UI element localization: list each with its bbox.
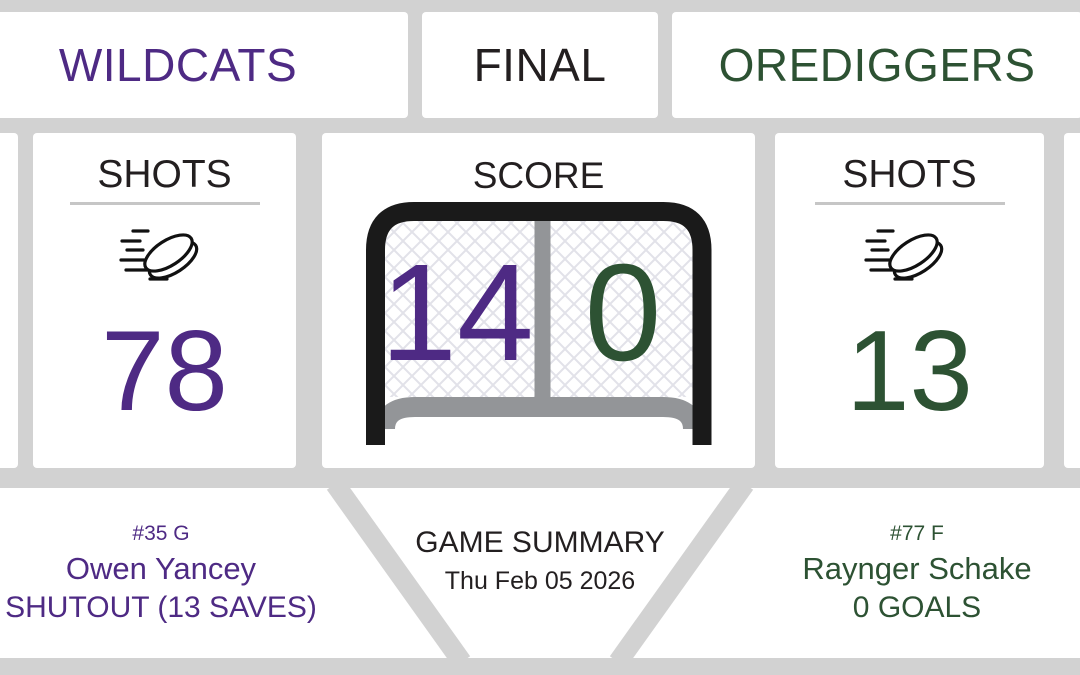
away-shots-label: SHOTS (842, 153, 977, 196)
away-shots-card: SHOTS 13 (775, 133, 1044, 468)
goal-bottom-bar (375, 397, 703, 430)
home-team-name: WILDCATS (58, 39, 298, 91)
divider-line (69, 202, 260, 205)
away-player-stat: 0 GOALS (852, 590, 982, 624)
home-player-name: Owen Yancey (65, 551, 257, 587)
goal-frame (366, 202, 712, 445)
home-player-block: #35 G Owen Yancey SHUTOUT (13 SAVES) (0, 488, 322, 658)
hockey-goal-icon: 14 0 (366, 202, 712, 445)
away-shots-value: 13 (846, 308, 973, 435)
cropped-card-right (1064, 133, 1080, 468)
away-score-value: 0 (585, 236, 662, 390)
game-status-label: FINAL (473, 39, 607, 91)
cropped-card-left (0, 133, 18, 468)
home-player-number-position: #35 G (132, 522, 190, 545)
footer-band: #35 G Owen Yancey SHUTOUT (13 SAVES) GAM… (0, 488, 1080, 658)
home-shots-value: 78 (101, 308, 228, 435)
divider-line (814, 202, 1005, 205)
away-team-banner: OREDIGGERS (672, 12, 1080, 118)
home-score-value: 14 (380, 236, 534, 390)
home-shots-card: SHOTS 78 (33, 133, 296, 468)
away-player-number-position: #77 F (890, 522, 944, 545)
home-team-banner: WILDCATS (0, 12, 408, 118)
score-label: SCORE (472, 155, 605, 196)
game-status-banner: FINAL (422, 12, 658, 118)
game-summary-block: GAME SUMMARY Thu Feb 05 2026 (378, 488, 702, 658)
hockey-puck-icon (863, 229, 943, 281)
away-player-name: Raynger Schake (802, 551, 1032, 587)
away-player-block: #77 F Raynger Schake 0 GOALS (755, 488, 1079, 658)
score-card: SCORE 14 0 (322, 133, 755, 468)
away-team-name: OREDIGGERS (718, 39, 1036, 91)
home-shots-label: SHOTS (97, 153, 232, 196)
game-date: Thu Feb 05 2026 (444, 566, 636, 595)
home-player-stat: SHUTOUT (13 SAVES) (5, 590, 317, 624)
game-summary-title: GAME SUMMARY (415, 526, 665, 559)
hockey-puck-icon (118, 229, 198, 281)
